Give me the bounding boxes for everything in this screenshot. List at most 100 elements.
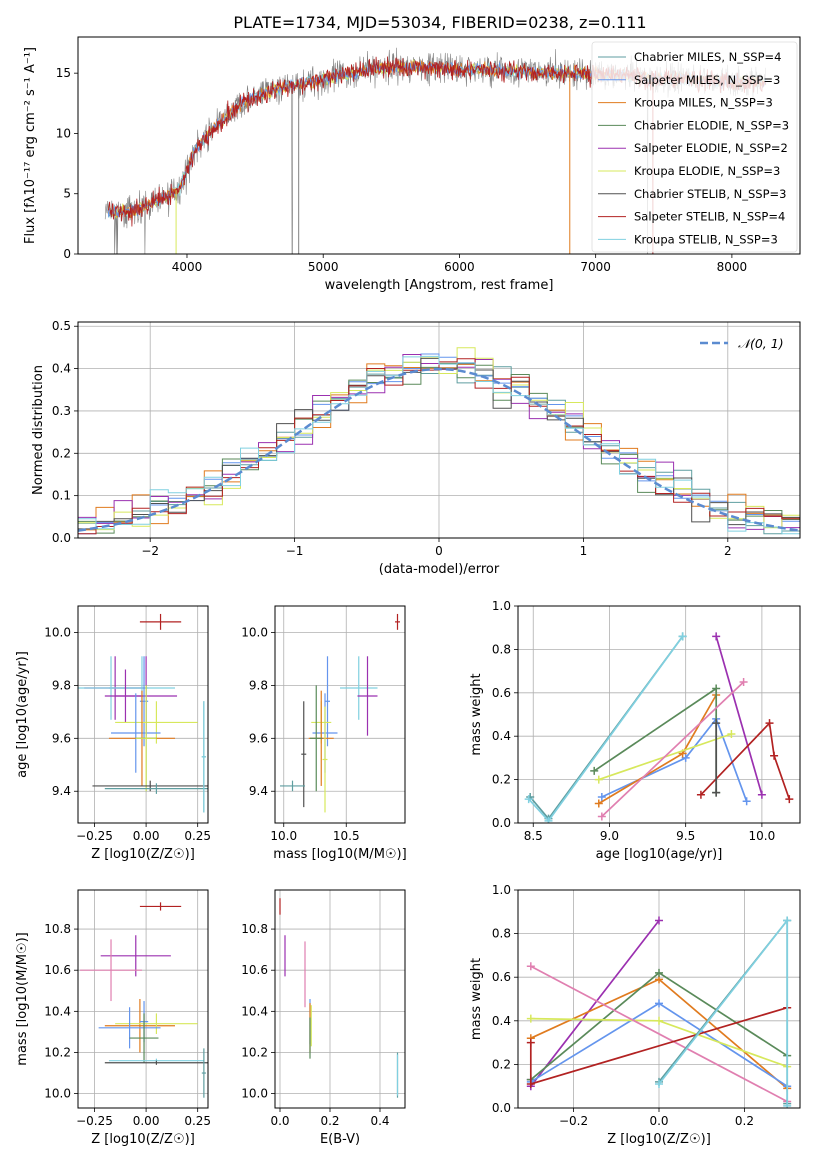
y-tick-label: 10.6	[241, 963, 268, 977]
data-point-marker	[785, 795, 794, 804]
y-tick-label: 0.6	[492, 970, 511, 984]
x-axis-label: age [log10(age/yr)]	[596, 847, 723, 862]
panel-mass-vs-Z: −0.25 0.00 0.25 10.0 10.2 10.4 10.6 10.8 Z [log1…	[15, 889, 211, 1147]
data-point-marker	[544, 816, 553, 823]
y-axis-label: mass weight	[469, 958, 484, 1040]
legend-label: 𝒩(0, 1)	[738, 336, 784, 351]
panel-age-vs-Z: −0.25 0.00 0.25 9.4 9.6 9.8 10.0 Z [log10(Z/Z☉)…	[15, 605, 211, 862]
weight-series-line	[601, 681, 745, 818]
y-tick-label: 0.0	[52, 531, 71, 545]
x-tick-label: −1	[286, 544, 304, 558]
y-tick-label: 0.2	[52, 446, 71, 460]
y-tick-label: 9.4	[249, 784, 268, 798]
plot-area	[80, 902, 208, 1098]
axes-frame	[77, 605, 209, 824]
legend-label: Kroupa ELODIE, N_SSP=3	[634, 164, 780, 178]
legend-label: Kroupa MILES, N_SSP=3	[634, 96, 773, 110]
x-tick-label: 4000	[172, 260, 203, 274]
y-tick-label: 10.0	[241, 1087, 268, 1101]
weight-series-line	[658, 918, 789, 1104]
y-tick-label: 10.2	[44, 1045, 71, 1059]
y-tick-label: 10.2	[241, 1045, 268, 1059]
y-tick-label: 0.0	[492, 816, 511, 830]
x-tick-label: 0.25	[184, 1114, 211, 1128]
data-point-marker	[526, 1014, 535, 1023]
legend-label: Kroupa STELIB, N_SSP=3	[634, 232, 778, 246]
x-tick-label: −2	[141, 544, 159, 558]
data-point-marker	[526, 1080, 535, 1089]
legend-label: Salpeter MILES, N_SSP=3	[634, 73, 780, 87]
x-tick-label: 0.4	[370, 1114, 389, 1128]
data-point-marker	[681, 753, 690, 762]
y-axis-label: age [log10(age/yr)]	[15, 651, 30, 778]
x-tick-label: 0.25	[184, 829, 211, 843]
y-tick-label: 15	[56, 66, 71, 80]
legend-label: Salpeter STELIB, N_SSP=4	[634, 210, 785, 224]
data-point-marker	[597, 812, 606, 821]
data-point-marker	[739, 677, 748, 686]
legend-box	[591, 41, 798, 253]
data-point-marker	[655, 1016, 663, 1025]
figure-title: PLATE=1734, MJD=53034, FIBERID=0238, z=0…	[233, 13, 646, 32]
legend-label: Chabrier MILES, N_SSP=4	[634, 50, 781, 64]
weight-series-line	[700, 721, 791, 800]
y-tick-label: 0.2	[492, 773, 511, 787]
x-tick-label: 0.0	[649, 1114, 668, 1128]
y-tick-label: 10	[56, 126, 71, 140]
panel-mass-vs-ebv: 0.0 0.2 0.4 10.0 10.2 10.4 10.6 10.8 E(B-V)	[241, 889, 406, 1147]
data-point-marker	[712, 719, 721, 728]
axes-frame	[517, 605, 801, 824]
x-axis-label: wavelength [Angstrom, rest frame]	[325, 278, 554, 293]
data-point-marker	[765, 719, 774, 728]
axes-frame	[77, 36, 801, 255]
x-tick-label: 5000	[308, 260, 339, 274]
y-axis-label: mass weight	[469, 673, 484, 755]
panel-spectrum: Chabrier MILES, N_SSP=4 Salpeter MILES, N…	[23, 36, 801, 293]
x-tick-label: 10.0	[270, 829, 297, 843]
data-point-marker	[594, 799, 603, 808]
x-tick-label: 0.2	[735, 1114, 754, 1128]
y-tick-label: 0.8	[492, 927, 511, 941]
y-tick-label: 9.6	[249, 731, 268, 745]
y-tick-label: 0.4	[492, 1014, 511, 1028]
data-point-marker	[742, 797, 751, 806]
x-tick-label: 8.5	[524, 829, 543, 843]
legend-label: Salpeter ELODIE, N_SSP=2	[634, 141, 788, 155]
y-axis-label: Flux [fλ10⁻¹⁷ erg cm⁻² s⁻¹ A⁻¹]	[23, 47, 38, 244]
x-tick-label: −0.25	[76, 829, 113, 843]
y-tick-label: 9.8	[52, 678, 71, 692]
y-tick-label: 10.0	[44, 625, 71, 639]
data-point-marker	[770, 751, 779, 760]
x-tick-label: 7000	[580, 260, 611, 274]
y-tick-label: 0.1	[52, 489, 71, 503]
panel-age-vs-mass: 10.0 10.5 9.4 9.6 9.8 10.0 mass [log10(M/M☉)]	[241, 605, 407, 862]
data-point-marker	[526, 1038, 535, 1047]
x-axis-label: Z [log10(Z/Z☉)]	[91, 1132, 195, 1147]
x-axis-label: Z [log10(Z/Z☉)]	[91, 847, 195, 862]
data-point-marker	[655, 999, 663, 1008]
panel-weight-vs-Z: −0.2 0.0 0.2 0.0 0.2 0.4 0.6 0.8 1.0 Z [log10(Z/Z…	[469, 883, 801, 1147]
data-point-marker	[696, 790, 705, 799]
plot-area	[524, 632, 794, 823]
gaussian-curve	[78, 367, 800, 532]
x-axis-label: (data-model)/error	[379, 562, 500, 577]
data-point-marker	[783, 916, 792, 925]
x-tick-label: 2	[724, 544, 732, 558]
panel-weight-vs-age: 8.5 9.0 9.5 10.0 0.0 0.2 0.4 0.6 0.8 1.0 age [log1…	[469, 599, 801, 862]
x-tick-label: 0.0	[270, 1114, 289, 1128]
legend-label: Chabrier STELIB, N_SSP=3	[634, 187, 786, 201]
y-tick-label: 1.0	[492, 599, 511, 613]
weight-series-line	[530, 965, 788, 1103]
weight-series-line	[715, 636, 763, 796]
data-point-marker	[783, 1101, 792, 1108]
y-tick-label: 0	[63, 247, 71, 261]
plot-area	[279, 898, 399, 1098]
data-point-marker	[524, 795, 533, 804]
axes-frame	[274, 605, 406, 824]
x-tick-label: 0.00	[133, 829, 160, 843]
data-point-marker	[594, 775, 603, 784]
axes-frame	[274, 889, 406, 1109]
y-tick-label: 10.8	[241, 922, 268, 936]
data-point-marker	[678, 632, 687, 641]
y-tick-label: 10.6	[44, 963, 71, 977]
